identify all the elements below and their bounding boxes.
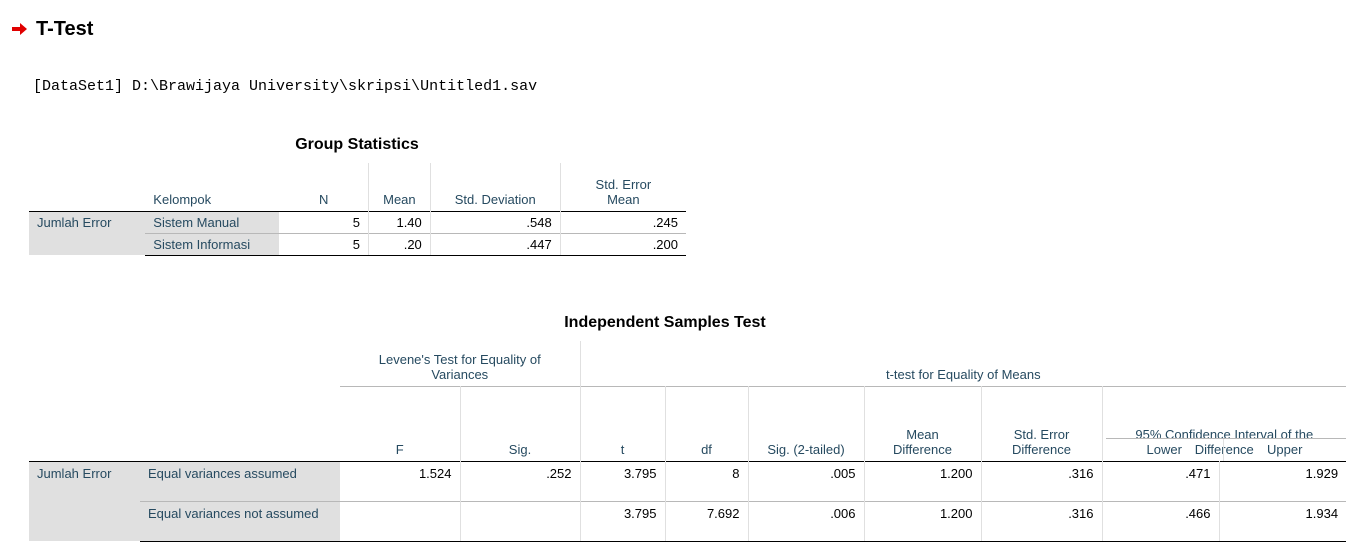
col-header-upper: Upper bbox=[1267, 442, 1303, 457]
cell-mean: .20 bbox=[368, 232, 431, 256]
cell-upper: 1.929 bbox=[1305, 465, 1339, 481]
cell-mean-difference: 1.200 bbox=[864, 461, 982, 501]
cell-std-error-difference: .316 bbox=[981, 500, 1103, 542]
dataset-path: [DataSet1] D:\Brawijaya University\skrip… bbox=[33, 78, 538, 95]
cell-n: 5 bbox=[279, 232, 369, 256]
table-row: Equal variances not assumed 3.795 7.692 … bbox=[29, 500, 1347, 542]
col-header-std-error-mean: Std. Error Mean bbox=[595, 176, 652, 207]
col-header-std-error-difference: Std. Error Difference bbox=[981, 385, 1103, 461]
row-header-variable: Jumlah Error bbox=[29, 211, 146, 255]
independent-samples-test-title: Independent Samples Test bbox=[564, 314, 766, 331]
cell-df: 8 bbox=[665, 461, 749, 501]
cell-sig-2-tailed: .006 bbox=[748, 500, 865, 542]
cell-n: 5 bbox=[279, 211, 369, 233]
row-header-group: Sistem Informasi bbox=[145, 232, 280, 256]
cell-mean-difference: 1.200 bbox=[864, 500, 982, 542]
output-heading: T-Test bbox=[12, 15, 93, 43]
table-row: Sistem Informasi 5 .20 .447 .200 bbox=[29, 232, 686, 256]
cell-std-error-difference: .316 bbox=[981, 461, 1103, 501]
group-statistics-table: Kelompok N Mean Std. Deviation Std. Erro… bbox=[29, 163, 686, 256]
col-header-mean-difference: Mean Difference bbox=[864, 385, 982, 461]
cell-mean: 1.40 bbox=[368, 211, 431, 233]
group-statistics-title: Group Statistics bbox=[295, 136, 419, 153]
col-header-t: t bbox=[580, 385, 666, 461]
cell-std-error-mean: .200 bbox=[560, 232, 686, 256]
row-header-variable: Jumlah Error bbox=[29, 461, 140, 541]
table-row: Jumlah Error Equal variances assumed 1.5… bbox=[29, 461, 1347, 541]
col-header-mean: Mean bbox=[368, 163, 431, 211]
t-test-header: t-test for Equality of Means bbox=[885, 366, 1041, 382]
independent-samples-test-table: Levene's Test for Equality of Variances … bbox=[29, 341, 1347, 542]
cell-f bbox=[340, 500, 461, 542]
col-header-n: N bbox=[279, 163, 369, 211]
col-header-lower: Lower bbox=[1106, 439, 1224, 461]
levene-test-header: Levene's Test for Equality of Variances bbox=[340, 341, 581, 386]
cell-sig-2-tailed: .005 bbox=[748, 461, 865, 501]
cell-df: 7.692 bbox=[665, 500, 749, 542]
red-arrow-icon[interactable] bbox=[12, 22, 28, 36]
cell-std-deviation: .447 bbox=[430, 232, 561, 256]
ci-subheader-row: Lower Upper bbox=[1106, 438, 1346, 461]
cell-t: 3.795 bbox=[580, 461, 666, 501]
cell-sig: .252 bbox=[460, 461, 581, 501]
col-header-kelompok: Kelompok bbox=[153, 191, 212, 207]
cell-t: 3.795 bbox=[580, 500, 666, 542]
col-header-sig: Sig. bbox=[460, 385, 581, 461]
cell-sig bbox=[460, 500, 581, 542]
table-header-row: Kelompok N Mean Std. Deviation Std. Erro… bbox=[29, 163, 686, 211]
cell-upper: 1.934 bbox=[1219, 500, 1347, 542]
cell-f: 1.524 bbox=[340, 461, 461, 501]
table-row: Jumlah Error Sistem Manual 5 1.40 .548 .… bbox=[29, 211, 686, 255]
cell-std-deviation: .548 bbox=[430, 211, 561, 233]
cell-lower: .466 bbox=[1102, 500, 1220, 542]
cell-std-error-mean: .245 bbox=[652, 214, 678, 230]
heading-title: T-Test bbox=[36, 17, 94, 40]
col-header-df: df bbox=[665, 385, 749, 461]
cell-lower: .471 bbox=[1102, 461, 1220, 501]
row-header-equal-variances-assumed: Equal variances assumed bbox=[140, 461, 340, 501]
col-header-std-deviation: Std. Deviation bbox=[430, 163, 561, 211]
table-header-row: F Sig. t df Sig. (2-tailed) Mean Differe… bbox=[29, 385, 1347, 461]
row-header-group: Sistem Manual bbox=[145, 211, 280, 233]
col-header-sig-2-tailed: Sig. (2-tailed) bbox=[748, 385, 865, 461]
row-header-equal-variances-not-assumed: Equal variances not assumed bbox=[140, 500, 340, 542]
col-header-f: F bbox=[340, 385, 461, 461]
table-header-row: Levene's Test for Equality of Variances … bbox=[29, 341, 1346, 386]
